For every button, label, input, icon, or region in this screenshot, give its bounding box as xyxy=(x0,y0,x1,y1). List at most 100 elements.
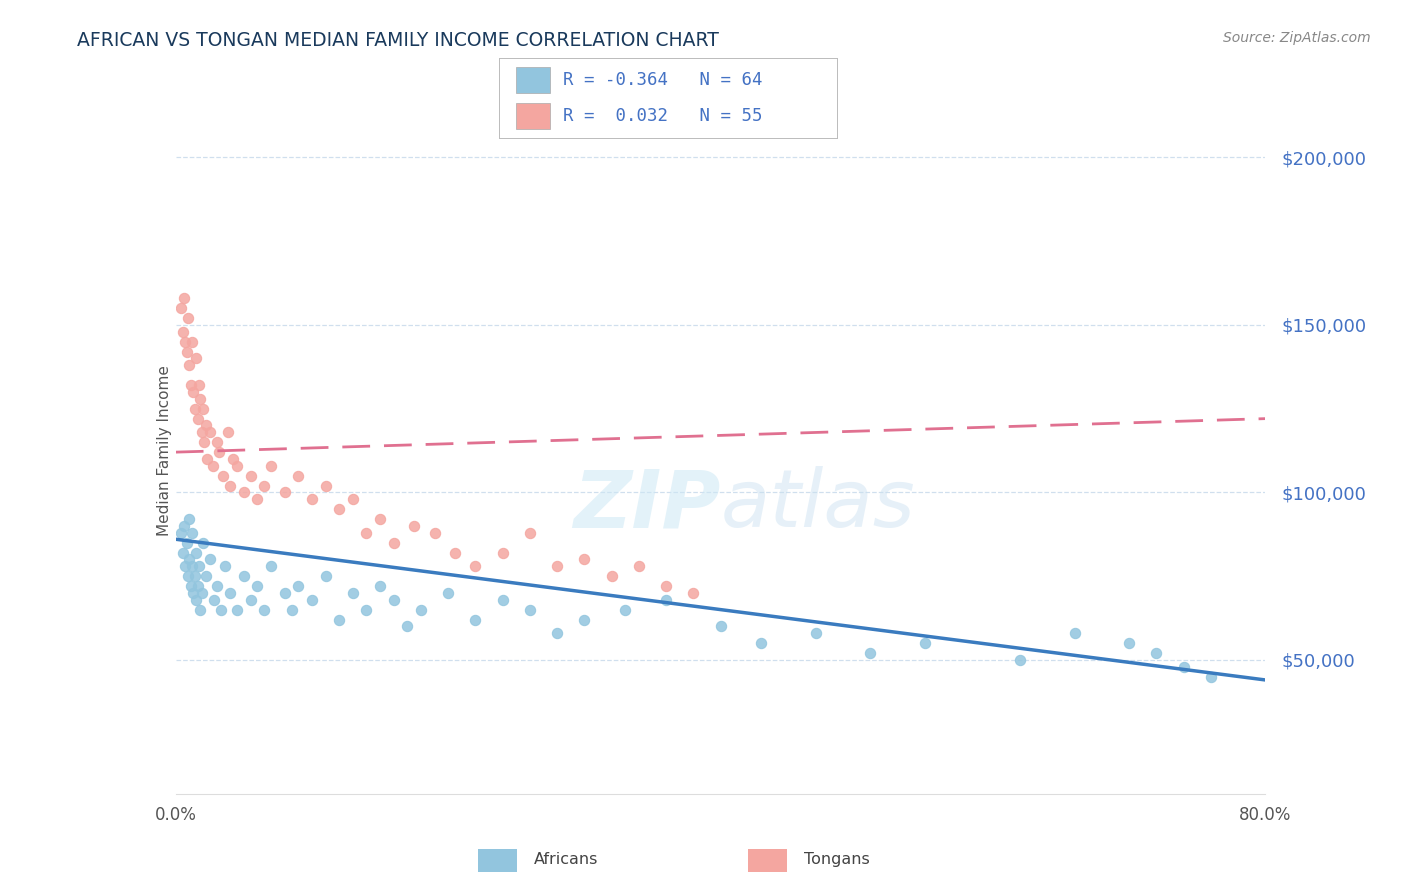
Point xyxy=(382,535,405,549)
Point xyxy=(195,451,218,466)
Point xyxy=(253,602,276,616)
Point xyxy=(186,411,209,425)
Point xyxy=(444,546,467,560)
Point xyxy=(519,525,541,540)
Point xyxy=(356,525,378,540)
Point xyxy=(614,602,637,616)
Point xyxy=(174,559,197,574)
Point xyxy=(246,579,269,593)
Bar xyxy=(748,848,787,871)
Point xyxy=(177,569,200,583)
Text: ZIP: ZIP xyxy=(574,467,721,544)
Point xyxy=(328,613,350,627)
Point xyxy=(198,425,221,439)
Point xyxy=(404,519,426,533)
Bar xyxy=(516,103,550,128)
Point xyxy=(170,301,193,315)
Point xyxy=(191,401,214,416)
Point xyxy=(655,579,678,593)
Point xyxy=(1144,646,1167,660)
Point xyxy=(172,546,194,560)
Point xyxy=(222,451,245,466)
Point xyxy=(859,646,882,660)
Point xyxy=(186,579,209,593)
Point xyxy=(176,535,198,549)
Point xyxy=(492,592,515,607)
Point xyxy=(655,592,678,607)
Point xyxy=(464,613,486,627)
Point xyxy=(287,579,309,593)
Point xyxy=(301,592,323,607)
Point xyxy=(187,559,209,574)
Point xyxy=(219,586,242,600)
Point xyxy=(246,491,269,506)
Point xyxy=(202,592,225,607)
Point xyxy=(201,458,224,473)
Point xyxy=(173,519,195,533)
Point xyxy=(232,485,254,500)
Point xyxy=(181,525,204,540)
Point xyxy=(464,559,486,574)
Point xyxy=(1063,626,1085,640)
Point xyxy=(315,478,337,492)
Point xyxy=(627,559,650,574)
Point xyxy=(174,334,197,349)
Text: R = -0.364   N = 64: R = -0.364 N = 64 xyxy=(564,70,762,88)
Point xyxy=(176,344,198,359)
Point xyxy=(177,311,200,326)
Point xyxy=(194,569,217,583)
Point xyxy=(260,559,283,574)
Point xyxy=(519,602,541,616)
Point xyxy=(280,602,302,616)
Point xyxy=(1010,653,1032,667)
Point xyxy=(172,325,194,339)
Point xyxy=(209,602,232,616)
Point xyxy=(191,535,214,549)
Point xyxy=(217,425,239,439)
Point xyxy=(409,602,432,616)
Point xyxy=(198,552,221,566)
Point xyxy=(183,586,205,600)
Point xyxy=(423,525,446,540)
Text: Tongans: Tongans xyxy=(804,853,870,867)
Point xyxy=(186,592,208,607)
Point xyxy=(914,636,936,650)
Bar xyxy=(478,848,517,871)
Point xyxy=(804,626,827,640)
Point xyxy=(214,559,236,574)
Point xyxy=(368,512,391,526)
Point xyxy=(301,491,323,506)
Point xyxy=(188,392,211,406)
Point xyxy=(287,468,309,483)
Y-axis label: Median Family Income: Median Family Income xyxy=(157,365,172,536)
Point xyxy=(274,485,297,500)
Point xyxy=(170,525,193,540)
Text: Source: ZipAtlas.com: Source: ZipAtlas.com xyxy=(1223,31,1371,45)
Point xyxy=(682,586,704,600)
Point xyxy=(710,619,733,633)
Point xyxy=(187,378,209,392)
Point xyxy=(194,418,217,433)
Point xyxy=(437,586,460,600)
Point xyxy=(208,445,231,459)
Point xyxy=(226,602,249,616)
Point xyxy=(574,552,596,566)
Point xyxy=(186,546,208,560)
Point xyxy=(1199,670,1222,684)
Bar xyxy=(516,67,550,93)
Point xyxy=(574,613,596,627)
Point xyxy=(239,468,262,483)
Point xyxy=(492,546,515,560)
Point xyxy=(173,291,195,305)
Point xyxy=(600,569,623,583)
Text: AFRICAN VS TONGAN MEDIAN FAMILY INCOME CORRELATION CHART: AFRICAN VS TONGAN MEDIAN FAMILY INCOME C… xyxy=(77,31,720,50)
Point xyxy=(181,559,204,574)
Text: atlas: atlas xyxy=(721,467,915,544)
Point xyxy=(368,579,391,593)
Point xyxy=(180,378,202,392)
Point xyxy=(190,586,212,600)
Point xyxy=(260,458,283,473)
Point xyxy=(184,401,207,416)
Point xyxy=(382,592,405,607)
Point xyxy=(1173,659,1195,673)
